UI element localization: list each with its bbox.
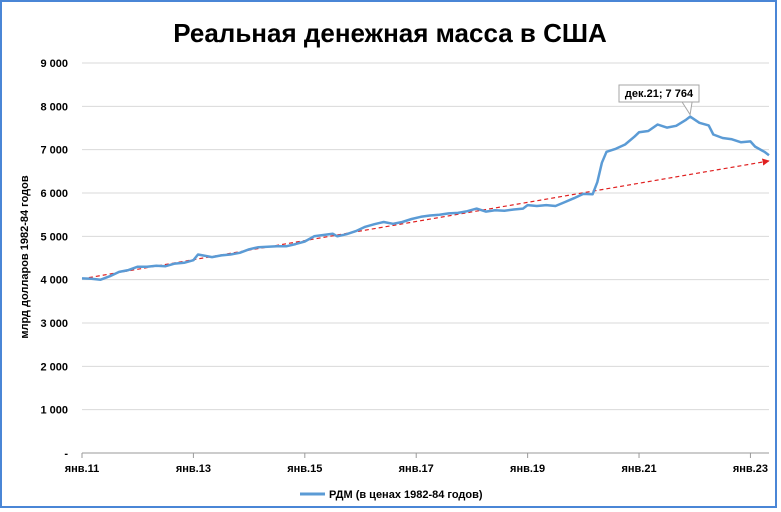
y-tick-label: 5 000 xyxy=(40,231,68,243)
legend: РДМ (в ценах 1982-84 годов) xyxy=(300,489,483,501)
series-line xyxy=(81,115,770,281)
trend-line-group xyxy=(81,158,770,280)
chart-title: Реальная денежная масса в США xyxy=(173,18,607,48)
x-tick-label: янв.13 xyxy=(176,463,211,475)
y-tick-label: 3 000 xyxy=(40,318,68,330)
x-axis-ticks: янв.11 янв.13 янв.15 янв.17 янв.19 янв.21 янв.… xyxy=(65,453,768,475)
x-tick-label: янв.19 xyxy=(510,463,545,475)
y-axis-ticks: - 1 000 2 000 3 000 4 000 5 000 6 000 7 000 8 00… xyxy=(40,58,68,460)
x-tick-label: янв.21 xyxy=(621,463,656,475)
y-tick-label: 2 000 xyxy=(40,361,68,373)
callout-label: дек.21; 7 764 xyxy=(625,88,694,100)
legend-label: РДМ (в ценах 1982-84 годов) xyxy=(329,489,483,501)
annotation-group: дек.21; 7 764 xyxy=(618,84,700,116)
y-tick-label: 8 000 xyxy=(40,101,68,113)
y-tick-label: - xyxy=(64,448,68,460)
x-tick-label: янв.11 xyxy=(65,463,100,475)
y-tick-label: 1 000 xyxy=(40,405,68,417)
y-tick-label: 6 000 xyxy=(40,188,68,200)
trend-line xyxy=(81,158,770,280)
y-tick-label: 7 000 xyxy=(40,145,68,157)
x-tick-label: янв.17 xyxy=(399,463,434,475)
x-tick-label: янв.15 xyxy=(287,463,322,475)
series-group xyxy=(81,115,770,281)
y-tick-label: 9 000 xyxy=(40,58,68,70)
y-tick-label: 4 000 xyxy=(40,275,68,287)
callout-pointer xyxy=(681,101,693,116)
callout-box xyxy=(618,84,700,103)
x-tick-label: янв.23 xyxy=(733,463,768,475)
gridlines xyxy=(82,62,769,411)
y-axis-label: млрд долларов 1982-84 годов xyxy=(19,175,31,339)
